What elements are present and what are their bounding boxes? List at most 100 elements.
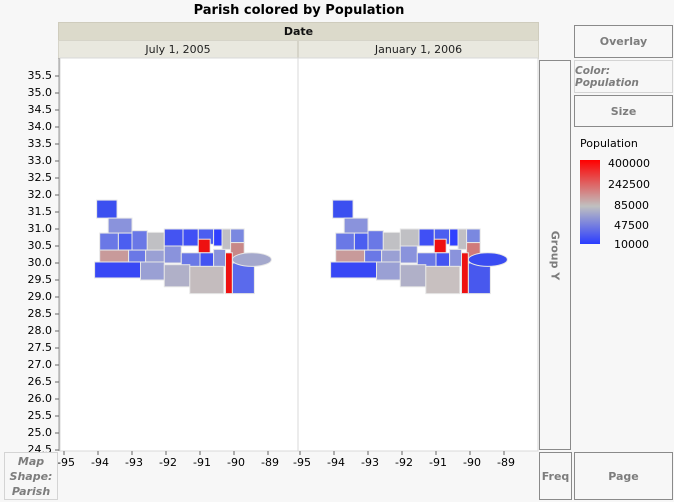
y-tick-label: 32.5 bbox=[27, 171, 53, 184]
y-tick-label: 35.0 bbox=[27, 86, 53, 99]
map-shape-label: Parish bbox=[11, 484, 51, 498]
y-tick-label: 29.0 bbox=[27, 290, 53, 303]
freq-drop-zone[interactable]: Freq bbox=[539, 452, 572, 500]
x-tick-label: -95 bbox=[293, 456, 311, 469]
legend-label: 85000 bbox=[614, 199, 649, 212]
parish-shape[interactable] bbox=[335, 232, 355, 251]
parish-shape[interactable] bbox=[213, 248, 227, 267]
parish-shape[interactable] bbox=[221, 228, 232, 250]
parish-shape[interactable] bbox=[225, 252, 233, 295]
legend-title: Population bbox=[580, 137, 638, 150]
x-tick-label: -89 bbox=[497, 456, 515, 469]
map-shape-drop-zone[interactable]: Map Shape: Parish bbox=[4, 452, 58, 500]
map-shape-label: Map bbox=[17, 454, 45, 468]
y-tick-label: 28.0 bbox=[27, 324, 53, 337]
parish-shape[interactable] bbox=[449, 248, 463, 267]
parish-shape[interactable] bbox=[213, 228, 223, 247]
parish-shape[interactable] bbox=[163, 245, 182, 264]
y-tick-label: 27.0 bbox=[27, 358, 53, 371]
parish-shape[interactable] bbox=[117, 232, 133, 251]
parish-shape[interactable] bbox=[435, 252, 451, 267]
parish-shape[interactable] bbox=[343, 217, 369, 234]
parish-shape[interactable] bbox=[433, 238, 447, 254]
y-tick-label: 30.5 bbox=[27, 239, 53, 252]
parish-shape[interactable] bbox=[367, 230, 384, 251]
parish-shape[interactable] bbox=[128, 249, 147, 263]
parish-shape[interactable] bbox=[353, 232, 369, 251]
x-tick-label: -92 bbox=[395, 456, 413, 469]
x-tick-label: -90 bbox=[463, 456, 481, 469]
y-tick-label: 26.0 bbox=[27, 392, 53, 405]
parish-shape[interactable] bbox=[399, 245, 418, 264]
parish-shape[interactable] bbox=[182, 228, 199, 247]
parish-shape[interactable] bbox=[330, 261, 378, 279]
map-shape-label: Shape: bbox=[9, 469, 53, 483]
parish-shape[interactable] bbox=[99, 249, 130, 263]
parish-shape[interactable] bbox=[399, 228, 420, 247]
parish-shape[interactable] bbox=[231, 262, 255, 295]
y-tick-label: 30.0 bbox=[27, 256, 53, 269]
parish-shape[interactable] bbox=[197, 238, 211, 254]
parish-shape[interactable] bbox=[140, 261, 165, 281]
y-tick-label: 34.0 bbox=[27, 120, 53, 133]
parish-shape[interactable] bbox=[94, 261, 141, 279]
x-tick-label: -90 bbox=[227, 456, 245, 469]
graph-title[interactable]: Parish colored by Population bbox=[193, 3, 405, 18]
x-tick-label: -93 bbox=[361, 456, 379, 469]
legend-label: 242500 bbox=[608, 178, 650, 191]
parish-shape[interactable] bbox=[145, 249, 165, 263]
x-tick-label: -91 bbox=[193, 456, 211, 469]
y-tick-label: 35.5 bbox=[27, 69, 53, 82]
x-tick-label: -95 bbox=[57, 456, 75, 469]
y-tick-label: 28.5 bbox=[27, 307, 53, 320]
parish-shape[interactable] bbox=[189, 265, 225, 295]
overlay-drop-zone[interactable]: Overlay bbox=[574, 25, 673, 58]
x-tick-label: -91 bbox=[429, 456, 447, 469]
x-tick-label: -92 bbox=[159, 456, 177, 469]
parish-shape[interactable] bbox=[425, 265, 461, 295]
parish-shape[interactable] bbox=[199, 252, 215, 267]
y-tick-label: 25.0 bbox=[27, 426, 53, 439]
parish-shape[interactable] bbox=[99, 232, 119, 251]
parish-shape[interactable] bbox=[163, 264, 191, 288]
page-drop-zone[interactable]: Page bbox=[574, 452, 673, 500]
parish-shape[interactable] bbox=[231, 252, 272, 267]
parish-shape[interactable] bbox=[467, 252, 508, 267]
parish-shape[interactable] bbox=[381, 249, 401, 263]
legend-label: 47500 bbox=[614, 219, 649, 232]
parish-shape[interactable] bbox=[467, 262, 491, 295]
x-tick-label: -89 bbox=[261, 456, 279, 469]
y-tick-label: 32.0 bbox=[27, 188, 53, 201]
parish-shape[interactable] bbox=[107, 217, 133, 234]
legend-label: 400000 bbox=[608, 157, 650, 170]
parish-shape[interactable] bbox=[332, 199, 354, 219]
parish-shape[interactable] bbox=[449, 228, 459, 247]
y-tick-label: 26.5 bbox=[27, 375, 53, 388]
color-drop-zone[interactable]: Color: Population bbox=[574, 60, 673, 93]
group-y-drop-zone[interactable]: Group Y bbox=[539, 60, 571, 450]
y-tick-label: 31.5 bbox=[27, 205, 53, 218]
parish-shape[interactable] bbox=[466, 228, 481, 244]
parish-shape[interactable] bbox=[131, 230, 148, 251]
legend-gradient bbox=[580, 160, 600, 244]
parish-shape[interactable] bbox=[163, 228, 184, 247]
x-tick-label: -93 bbox=[125, 456, 143, 469]
y-tick-label: 33.0 bbox=[27, 154, 53, 167]
y-tick-label: 34.5 bbox=[27, 103, 53, 116]
parish-shape[interactable] bbox=[230, 228, 245, 244]
size-drop-zone[interactable]: Size bbox=[574, 95, 673, 127]
parish-shape[interactable] bbox=[335, 249, 366, 263]
parish-shape[interactable] bbox=[96, 199, 118, 219]
legend-label: 10000 bbox=[614, 238, 649, 251]
parish-shape[interactable] bbox=[461, 252, 469, 295]
parish-shape[interactable] bbox=[457, 228, 468, 250]
y-tick-label: 29.5 bbox=[27, 273, 53, 286]
parish-shape[interactable] bbox=[376, 261, 401, 281]
parish-shape[interactable] bbox=[418, 228, 435, 247]
parish-shape[interactable] bbox=[364, 249, 383, 263]
y-tick-label: 31.0 bbox=[27, 222, 53, 235]
y-tick-label: 33.5 bbox=[27, 137, 53, 150]
parish-shape[interactable] bbox=[399, 264, 427, 288]
